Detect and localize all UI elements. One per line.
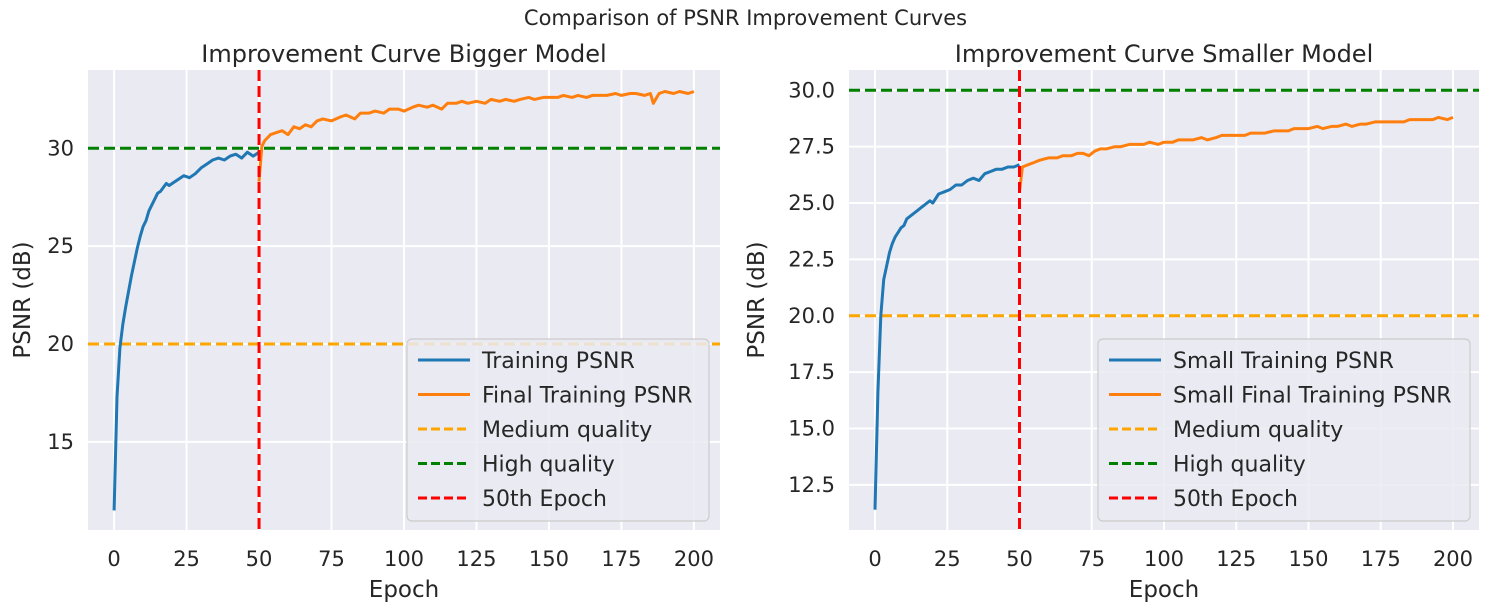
legend-label: Medium quality xyxy=(1173,418,1343,443)
legend-box xyxy=(406,338,710,522)
data-layer xyxy=(849,70,1479,530)
legend-label: 50th Epoch xyxy=(482,487,607,512)
legend-label: 50th Epoch xyxy=(1173,487,1298,512)
x-tick-label: 175 xyxy=(601,547,641,571)
legend-label: Final Training PSNR xyxy=(482,384,692,409)
x-tick-label: 150 xyxy=(529,547,569,571)
legend-label: Training PSNR xyxy=(481,349,635,374)
x-tick-label: 200 xyxy=(1433,547,1473,571)
x-tick-label: 0 xyxy=(868,547,881,571)
y-tick-label: 17.5 xyxy=(788,360,835,384)
x-tick-label: 200 xyxy=(674,547,714,571)
x-axis-label: Epoch xyxy=(1129,577,1199,603)
y-axis-label: PSNR (dB) xyxy=(10,241,36,358)
legend-label: High quality xyxy=(482,453,615,478)
x-tick-label: 25 xyxy=(173,547,200,571)
x-tick-label: 100 xyxy=(1144,547,1184,571)
x-tick-label: 175 xyxy=(1361,547,1401,571)
legend: Training PSNR Final Training PSNR Medium q… xyxy=(406,338,710,522)
series-line-final xyxy=(257,90,695,182)
y-tick-label: 30.0 xyxy=(788,78,835,102)
x-tick-label: 150 xyxy=(1288,547,1328,571)
series-line-final xyxy=(1018,115,1454,192)
legend-label: Small Training PSNR xyxy=(1173,349,1394,374)
y-axis-label: PSNR (dB) xyxy=(744,241,770,358)
x-axis-label: Epoch xyxy=(369,577,439,603)
y-tick-label: 27.5 xyxy=(788,135,835,159)
figure-title: Comparison of PSNR Improvement Curves xyxy=(523,6,968,30)
y-tick-label: 12.5 xyxy=(788,473,835,497)
x-tick-label: 100 xyxy=(384,547,424,571)
x-tick-label: 25 xyxy=(934,547,961,571)
chart-panel-2: 0 25 50 75 100 125 150 175 200 12.5 15.0 17.5 20.0 22… xyxy=(744,40,1479,603)
x-tick-label: 125 xyxy=(1216,547,1256,571)
legend: Small Training PSNR Small Final Training … xyxy=(1097,338,1471,522)
y-tick-label: 20 xyxy=(47,332,74,356)
y-tick-label: 15.0 xyxy=(788,417,835,441)
y-tick-label: 22.5 xyxy=(788,247,835,271)
series-line-training xyxy=(873,163,1021,510)
chart-title: Improvement Curve Bigger Model xyxy=(201,40,606,68)
x-tick-label: 0 xyxy=(107,547,120,571)
chart-title: Improvement Curve Smaller Model xyxy=(955,40,1374,68)
y-tick-label: 15 xyxy=(47,430,74,454)
legend-label: Small Final Training PSNR xyxy=(1173,384,1452,409)
legend-label: High quality xyxy=(1173,453,1306,478)
x-tick-label: 50 xyxy=(246,547,273,571)
y-tick-label: 20.0 xyxy=(788,304,835,328)
x-tick-label: 75 xyxy=(318,547,345,571)
y-tick-label: 30 xyxy=(47,136,74,160)
chart-panel-1: 0 25 50 75 100 125 150 175 200 15 20 25 30 Epoch PSNR … xyxy=(10,40,720,603)
x-tick-label: 125 xyxy=(456,547,496,571)
y-tick-label: 25.0 xyxy=(788,191,835,215)
legend-box xyxy=(1097,338,1471,522)
x-tick-label: 75 xyxy=(1078,547,1105,571)
x-tick-label: 50 xyxy=(1006,547,1033,571)
data-layer xyxy=(88,70,720,530)
series-line-training xyxy=(112,150,260,511)
legend-label: Medium quality xyxy=(482,418,652,443)
y-tick-label: 25 xyxy=(47,234,74,258)
